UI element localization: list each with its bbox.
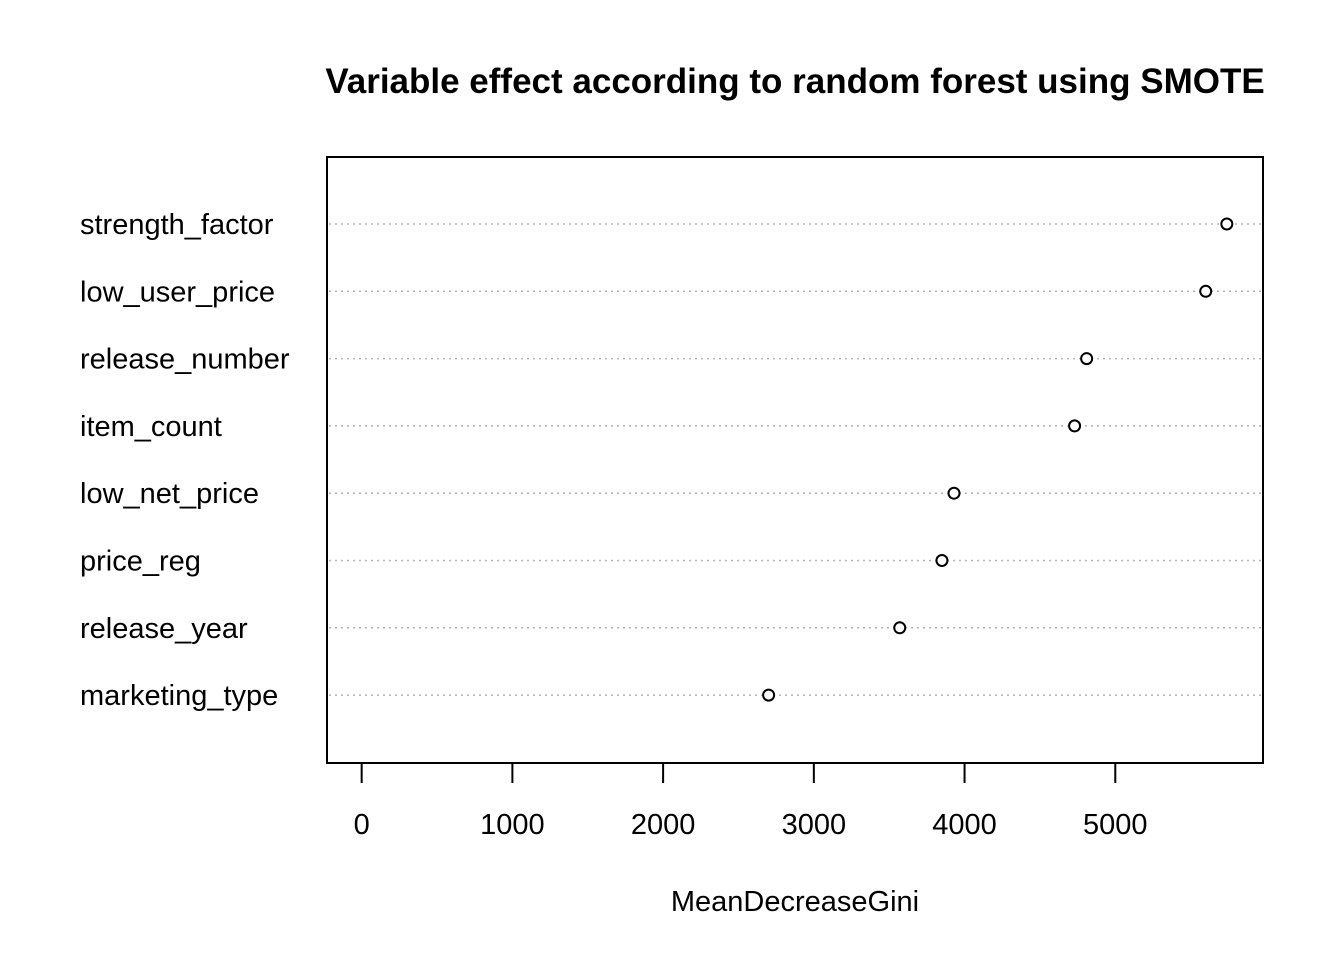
category-label-low_net_price: low_net_price	[80, 478, 259, 510]
x-tick-label-1000: 1000	[480, 809, 545, 841]
category-label-release_year: release_year	[80, 613, 248, 645]
data-point-item_count	[1068, 419, 1082, 433]
x-tick-label-4000: 4000	[932, 809, 997, 841]
plot-frame	[326, 156, 1264, 764]
x-tick-label-5000: 5000	[1083, 809, 1148, 841]
data-point-price_reg	[935, 554, 949, 567]
data-point-release_year	[893, 621, 907, 635]
data-point-low_user_price	[1199, 284, 1213, 298]
x-axis-label: MeanDecreaseGini	[671, 886, 919, 918]
data-points	[762, 217, 1234, 702]
data-point-release_number	[1080, 352, 1094, 366]
x-tick-label-2000: 2000	[631, 809, 696, 841]
category-label-low_user_price: low_user_price	[80, 276, 275, 308]
grid-lines	[329, 223, 1261, 696]
data-point-marketing_type	[762, 688, 776, 702]
category-label-marketing_type: marketing_type	[80, 680, 278, 712]
x-tick-label-0: 0	[354, 809, 370, 841]
category-label-price_reg: price_reg	[80, 546, 201, 578]
x-axis: 0 1000 2000 3000 4000 5000	[354, 762, 1148, 841]
data-point-low_net_price	[947, 486, 961, 500]
category-label-item_count: item_count	[80, 411, 222, 443]
category-label-strength_factor: strength_factor	[80, 209, 274, 241]
x-tick-label-3000: 3000	[782, 809, 847, 841]
category-label-release_number: release_number	[80, 344, 290, 376]
data-point-strength_factor	[1220, 217, 1234, 231]
category-labels: strength_factor low_user_price release_num…	[80, 209, 290, 712]
chart-title: Variable effect according to random fore…	[325, 62, 1264, 101]
